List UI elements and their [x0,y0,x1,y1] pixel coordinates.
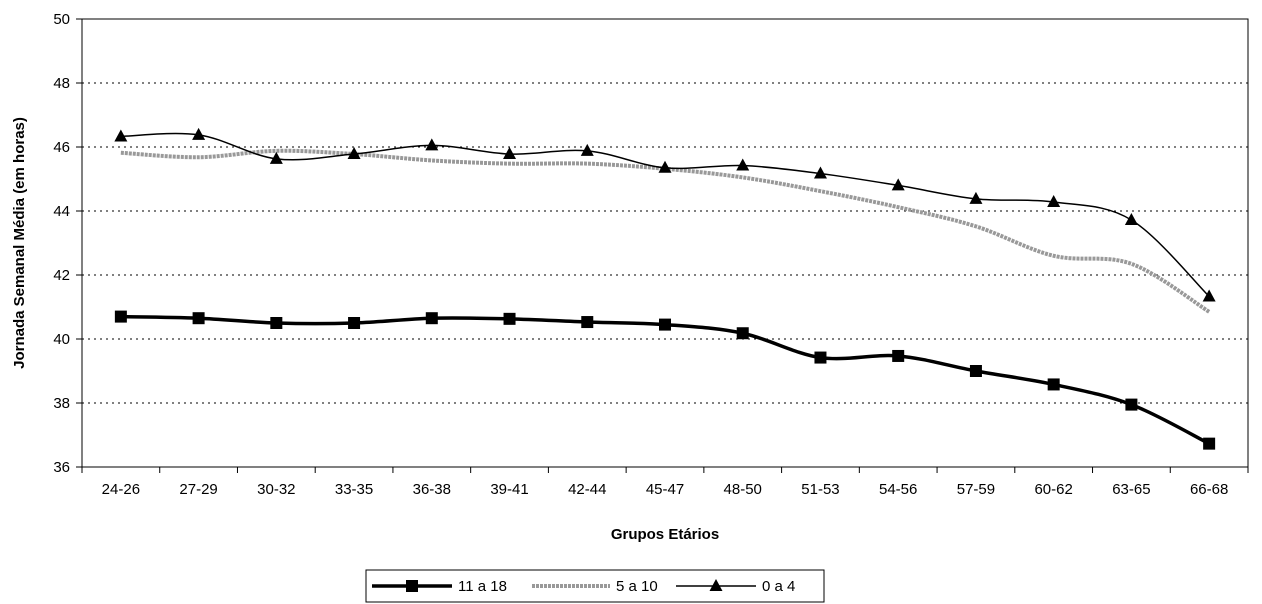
x-tick-label: 42-44 [568,481,606,498]
data-point-triangle [503,147,517,160]
series-layer [114,127,1216,450]
series-line [120,148,1211,314]
x-tick-label: 30-32 [257,481,295,498]
legend-label: 5 a 10 [616,578,658,595]
legend-item: 11 a 18 [372,578,507,595]
series-line [120,132,1210,297]
plot-border [81,18,1249,468]
y-tick-label: 46 [53,139,70,156]
legend: 11 a 18 5 a 10 0 a 4 [365,569,825,603]
data-point-square [503,312,516,325]
legend-item: 5 a 10 [532,578,658,595]
data-point-square [736,327,749,340]
data-point-square [892,349,905,362]
data-point-triangle [891,178,905,191]
grid-lines [82,82,1248,404]
x-tick-label: 27-29 [179,481,217,498]
data-point-square [1125,398,1138,411]
data-point-triangle [1202,289,1216,302]
x-tick-label: 66-68 [1190,481,1228,498]
legend-marker-square [406,580,418,592]
x-tick-label: 45-47 [646,481,684,498]
data-point-triangle [580,143,594,156]
data-point-triangle [425,138,439,151]
series-line [120,314,1210,446]
y-tick-label: 40 [53,331,70,348]
data-point-square [348,317,361,329]
data-point-square [192,312,205,325]
data-point-square [581,316,594,329]
x-tick-label: 57-59 [957,481,995,498]
data-point-square [814,351,827,364]
data-point-triangle [192,127,206,140]
series-5-a-10 [120,148,1211,314]
data-point-triangle [269,151,283,164]
x-tick-label: 51-53 [801,481,839,498]
data-point-square [425,312,438,325]
data-point-triangle [813,166,827,179]
legend-item: 0 a 4 [676,578,795,595]
data-point-square [270,317,283,329]
y-tick-label: 50 [53,11,70,28]
data-point-square [114,310,127,323]
x-tick-label: 54-56 [879,481,917,498]
data-point-triangle [1047,195,1061,208]
data-point-square [1203,437,1216,450]
x-tick-label: 48-50 [724,481,762,498]
plot-area [81,18,1249,468]
x-axis-ticks: 24-26 27-29 30-32 33-35 36-38 39-41 42-44 45-47… [81,467,1249,498]
x-tick-label: 63-65 [1112,481,1150,498]
data-point-triangle [969,191,983,204]
x-tick-label: 60-62 [1034,481,1072,498]
series-11-a-18 [114,310,1216,450]
legend-label: 0 a 4 [762,578,795,595]
y-axis-ticks: 36 38 40 42 44 46 48 50 [53,11,82,476]
data-point-triangle [1124,212,1138,225]
data-point-square [969,365,982,377]
data-point-square [659,318,671,331]
y-tick-label: 36 [53,459,70,476]
y-tick-label: 42 [53,267,70,284]
x-axis-title: Grupos Etários [611,526,719,543]
y-tick-label: 38 [53,395,70,412]
series-0-a-4 [114,127,1216,302]
x-tick-label: 33-35 [335,481,373,498]
data-point-triangle [658,160,672,173]
y-tick-label: 44 [53,203,70,220]
legend-label: 11 a 18 [458,578,507,595]
data-point-triangle [347,147,361,160]
y-axis-title: Jornada Semanal Média (em horas) [11,117,28,369]
data-point-triangle [736,158,750,171]
data-point-square [1047,378,1060,391]
x-tick-label: 39-41 [490,481,528,498]
y-tick-label: 48 [53,75,70,92]
legend-marker-triangle [709,579,723,591]
x-tick-label: 24-26 [102,481,140,498]
x-tick-label: 36-38 [413,481,451,498]
data-point-triangle [114,129,128,142]
